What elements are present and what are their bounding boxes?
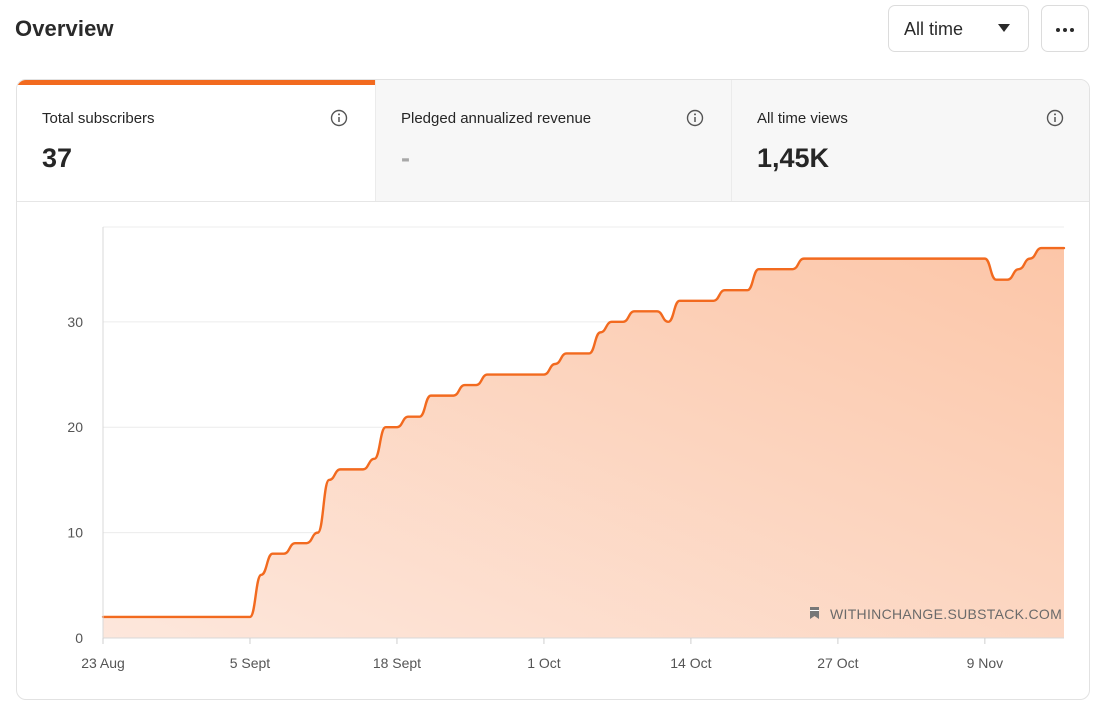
y-tick-label: 30 (67, 314, 83, 330)
subscribers-chart: 0 10 20 30 23 Aug 5 Sept 18 Sept 1 Oct 14 Oct 27 … (17, 201, 1089, 699)
stat-value: 37 (42, 143, 73, 173)
series-line (101, 246, 1066, 619)
stat-total-subscribers[interactable]: Total subscribers 37 (17, 80, 375, 201)
time-range-label: All time (904, 19, 964, 39)
stat-value: - (401, 143, 410, 173)
y-tick-label: 10 (67, 525, 83, 541)
y-tick-label: 0 (75, 630, 83, 646)
stat-pledged-revenue[interactable]: Pledged annualized revenue - (375, 80, 731, 201)
x-tick-label: 14 Oct (670, 655, 711, 671)
watermark: WITHINCHANGE.SUBSTACK.COM (810, 606, 1062, 622)
chart-canvas: 0 10 20 30 23 Aug 5 Sept 18 Sept 1 Oct 14 Oct 27 … (67, 226, 1066, 671)
bookmark-icon (810, 607, 819, 619)
stat-label: Pledged annualized revenue (401, 110, 592, 127)
watermark-text: WITHINCHANGE.SUBSTACK.COM (830, 606, 1062, 622)
info-icon[interactable] (330, 109, 348, 127)
x-tick-label: 1 Oct (527, 655, 561, 671)
x-tick-label: 9 Nov (967, 655, 1004, 671)
info-icon[interactable] (686, 109, 704, 127)
info-icon[interactable] (1046, 109, 1064, 127)
x-tick-label: 5 Sept (230, 655, 271, 671)
more-options-button[interactable] (1041, 5, 1089, 52)
stat-label: Total subscribers (42, 110, 155, 127)
x-tick-label: 18 Sept (373, 655, 421, 671)
time-range-select[interactable]: All time (888, 5, 1029, 52)
stat-all-time-views[interactable]: All time views 1,45K (731, 80, 1089, 201)
caret-down-icon (998, 24, 1010, 32)
more-icon (1056, 28, 1074, 32)
overview-card: Total subscribers 37 Pledged annualized … (16, 79, 1090, 700)
stats-row: Total subscribers 37 Pledged annualized … (17, 80, 1089, 202)
page-title: Overview (15, 16, 114, 41)
selected-indicator (17, 80, 375, 85)
stat-value: 1,45K (757, 143, 830, 173)
stat-label: All time views (757, 110, 848, 127)
x-tick-label: 27 Oct (817, 655, 858, 671)
series-area (103, 248, 1064, 639)
x-tick-label: 23 Aug (81, 655, 125, 671)
y-tick-label: 20 (67, 419, 83, 435)
